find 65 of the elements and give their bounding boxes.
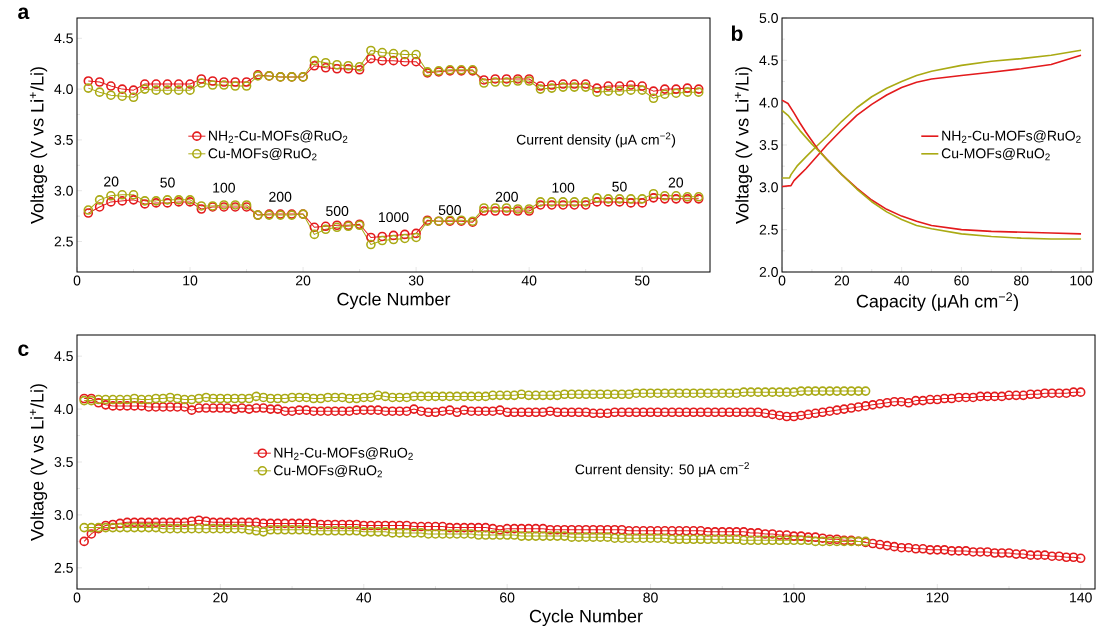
- x-tick-label: 10: [183, 275, 198, 286]
- chart-title: a: [18, 7, 30, 20]
- x-axis-title: Capacity (μAh cm$^{−2}$): [856, 292, 1019, 312]
- x-tick-label: 40: [356, 592, 372, 603]
- x-tick-label: 40: [894, 275, 909, 286]
- chart-title: b: [731, 25, 743, 41]
- y-tick-label: 2.5: [759, 224, 778, 235]
- x-tick-label: 20: [834, 275, 850, 286]
- x-tick-label: 0: [778, 275, 786, 286]
- y-tick-label: 3.0: [759, 182, 778, 193]
- y-tick-label: 4.5: [54, 351, 73, 362]
- x-tick-label: 20: [296, 275, 311, 286]
- y-tick-label: 4.0: [54, 84, 73, 95]
- legend-label: Cu-MOFs@RuO$_{2}$: [208, 147, 317, 161]
- annotation: 20: [104, 176, 119, 187]
- annotation: 50: [612, 181, 627, 192]
- x-tick-label: 60: [954, 275, 969, 286]
- y-tick-label: 4.5: [54, 33, 73, 44]
- legend-label: NH$_{2}$-Cu-MOFs@RuO$_{2}$: [942, 130, 1081, 143]
- x-axis-title: Cycle Number: [337, 292, 451, 310]
- x-tick-label: 120: [926, 592, 949, 603]
- legend-label: Cu-MOFs@RuO$_{2}$: [941, 147, 1050, 161]
- y-axis-title: Voltage (V vs Li$^{+}$/Li): [29, 384, 48, 541]
- y-tick-label: 2.5: [54, 236, 73, 247]
- x-tick-label: 0: [73, 275, 81, 286]
- legend-label: NH$_{2}$-Cu-MOFs@RuO$_{2}$: [274, 447, 413, 460]
- y-tick-label: 3.5: [54, 457, 73, 467]
- x-tick-label: 100: [783, 592, 806, 603]
- x-tick-label: 40: [521, 275, 537, 286]
- y-tick-label: 4.5: [759, 55, 778, 66]
- y-tick-label: 3.5: [54, 134, 73, 145]
- x-tick-label: 50: [634, 275, 650, 286]
- x-axis-title: Cycle Number: [529, 609, 643, 627]
- x-tick-label: 60: [500, 592, 515, 603]
- x-tick-label: 0: [73, 592, 81, 603]
- annotation: 1000: [379, 212, 409, 223]
- annotation: Current density (μA cm$^{−2}$): [516, 132, 676, 148]
- y-tick-label: 4.0: [54, 404, 73, 415]
- annotation: Current density: 50 μA cm$^{−2}$: [575, 462, 749, 478]
- annotation: 200: [269, 191, 292, 202]
- y-tick-label: 3.0: [54, 185, 73, 196]
- annotation: 100: [213, 182, 235, 193]
- x-tick-label: 80: [643, 592, 658, 603]
- annotation: 100: [552, 182, 575, 193]
- y-tick-label: 4.0: [759, 97, 778, 108]
- annotation: 200: [495, 191, 518, 202]
- annotation: 50: [160, 177, 175, 188]
- x-tick-label: 140: [1070, 592, 1092, 603]
- x-tick-label: 80: [1014, 275, 1029, 286]
- y-axis-title: Voltage (V vs Li$^{+}$/Li): [734, 67, 753, 224]
- y-tick-label: 3.0: [54, 509, 73, 520]
- chart-title: c: [18, 344, 29, 357]
- x-tick-label: 20: [213, 592, 228, 603]
- x-tick-label: 100: [1070, 275, 1093, 286]
- y-tick-label: 2.0: [759, 267, 778, 277]
- legend-label: NH$_{2}$-Cu-MOFs@RuO$_{2}$: [209, 130, 348, 143]
- y-tick-label: 2.5: [54, 562, 73, 573]
- y-tick-label: 3.5: [759, 140, 778, 150]
- annotation: 500: [326, 206, 349, 216]
- y-axis-title: Voltage (V vs Li$^{+}$/Li): [29, 67, 48, 224]
- annotation: 20: [668, 177, 684, 188]
- legend-label: Cu-MOFs@RuO$_{2}$: [274, 465, 382, 478]
- x-tick-label: 30: [408, 275, 424, 286]
- y-tick-label: 5.0: [759, 13, 778, 23]
- annotation: 500: [438, 205, 461, 215]
